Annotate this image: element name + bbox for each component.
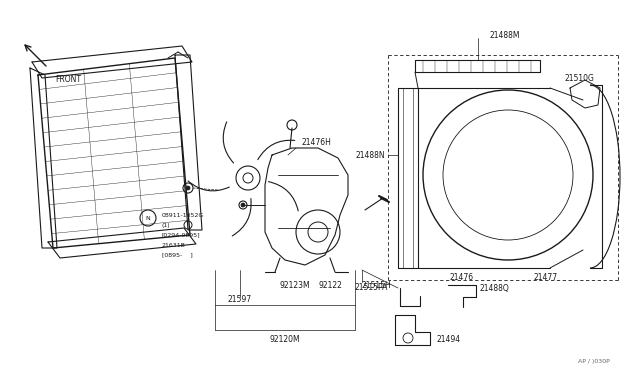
Text: [0294-0895]: [0294-0895] — [162, 232, 200, 237]
Text: 21488N: 21488N — [355, 151, 385, 160]
Text: 21476: 21476 — [450, 273, 474, 282]
Text: 21515H: 21515H — [362, 280, 392, 289]
Text: 21515PA: 21515PA — [355, 283, 388, 292]
Text: 21488Q: 21488Q — [480, 283, 509, 292]
Text: 08911-1052G: 08911-1052G — [162, 212, 204, 218]
Circle shape — [241, 203, 245, 207]
Text: 21476H: 21476H — [302, 138, 332, 147]
Text: FRONT: FRONT — [55, 75, 81, 84]
Circle shape — [243, 173, 253, 183]
Text: 92122: 92122 — [318, 280, 342, 289]
Text: 21477: 21477 — [534, 273, 558, 282]
Text: 92123M: 92123M — [280, 280, 310, 289]
Text: 21631B: 21631B — [162, 243, 186, 247]
Text: N: N — [146, 215, 150, 221]
Text: 92120M: 92120M — [269, 336, 300, 344]
Text: 21494: 21494 — [437, 336, 461, 344]
Text: [0895-    ]: [0895- ] — [162, 253, 193, 257]
Text: 21488M: 21488M — [490, 31, 520, 39]
Text: 21510G: 21510G — [565, 74, 595, 83]
Text: (1): (1) — [162, 222, 171, 228]
Text: AP / )030P: AP / )030P — [579, 359, 610, 365]
Text: 21597: 21597 — [228, 295, 252, 305]
Circle shape — [186, 186, 190, 190]
